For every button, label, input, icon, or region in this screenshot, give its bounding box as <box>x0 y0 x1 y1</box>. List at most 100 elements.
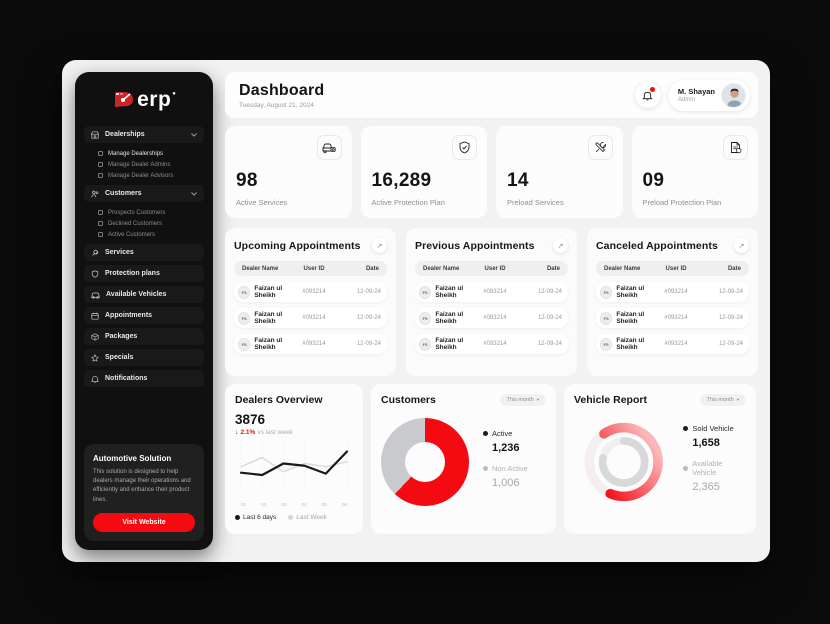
table-row[interactable]: FS Faizan ul Sheikh #093214 12-09-24 <box>234 282 387 302</box>
notification-badge <box>649 87 655 92</box>
stat-cards: 98 Active Services 16,289 Active Protect… <box>225 126 758 218</box>
specials-icon <box>91 353 99 362</box>
app-window: erp ● Dealerships Manage Dealerships Man… <box>62 60 770 562</box>
customers-legend: Active 1,236 Non Active 1,006 <box>483 429 528 496</box>
submenu-icon <box>98 151 103 156</box>
sidebar-item-label: Available Vehicles <box>106 291 167 298</box>
stat-value: 09 <box>642 170 665 191</box>
protection-plans-icon <box>91 269 99 278</box>
vehicle-filter-dropdown[interactable]: This month ▾ <box>699 394 746 406</box>
table-row[interactable]: FS Faizan ul Sheikh #093214 12-09-24 <box>596 282 749 302</box>
visit-website-button[interactable]: Visit Website <box>93 513 195 532</box>
document-shield-icon <box>731 142 742 154</box>
sidebar-subitem-manage-dealerships[interactable]: Manage Dealerships <box>98 148 204 159</box>
table-row[interactable]: FS Faizan ul Sheikh #093214 12-09-24 <box>596 334 749 354</box>
row-avatar: FS <box>419 337 432 351</box>
dealers-total: 3876 <box>235 412 266 427</box>
previous-appointments-panel: Previous Appointments ↗ Dealer Name User… <box>406 228 577 376</box>
dealers-overview-panel: Dealers Overview 3876 ↓ 2.1% vs last wee… <box>225 384 363 534</box>
user-role: Admin <box>677 97 695 103</box>
sidebar-item-services[interactable]: Services <box>84 244 204 261</box>
packages-icon <box>91 332 99 341</box>
notification-bell-button[interactable] <box>634 82 661 108</box>
sidebar-item-dealerships[interactable]: Dealerships <box>84 126 204 143</box>
table-row[interactable]: FS Faizan ul Sheikh #093214 12-09-24 <box>415 282 568 302</box>
sidebar-item-label: Customers <box>105 190 142 197</box>
panel-title: Dealers Overview <box>235 394 323 406</box>
shield-check-icon <box>459 141 470 154</box>
stat-card-active-services: 98 Active Services <box>225 126 352 218</box>
charts-row: Dealers Overview 3876 ↓ 2.1% vs last wee… <box>225 384 758 534</box>
sidebar-subitem-prospects-customers[interactable]: Prospects Customers <box>98 207 204 218</box>
customers-panel: Customers This month ▾ Active 1,236 Non … <box>371 384 556 534</box>
user-menu[interactable]: M. Shayan Admin <box>667 79 750 111</box>
open-panel-button[interactable]: ↗ <box>553 238 568 253</box>
sidebar-item-label: Notifications <box>105 375 148 382</box>
sidebar-item-appointments[interactable]: Appointments <box>84 307 204 324</box>
stat-value: 16,289 <box>371 170 432 191</box>
sidebar-item-label: Protection plans <box>105 270 160 277</box>
promo-body: This solution is designed to help dealer… <box>93 468 191 503</box>
main-content: Dashboard Tuesday, August 21, 2024 M. Sh… <box>225 72 758 550</box>
tools-icon <box>595 142 606 153</box>
customers-filter-dropdown[interactable]: This month ▾ <box>499 394 546 406</box>
legend-dot <box>683 465 689 471</box>
legend-dot <box>288 515 294 520</box>
submenu-icon <box>98 210 103 215</box>
customers-submenu: Prospects Customers Declined Customers A… <box>84 206 204 244</box>
row-avatar: FS <box>600 311 613 325</box>
customers-icon <box>91 190 99 197</box>
sidebar-subitem-manage-dealer-advisors[interactable]: Manage Dealer Advisors <box>98 170 204 181</box>
services-icon <box>92 249 99 256</box>
table-header: Dealer Name User ID Date <box>415 261 568 276</box>
sidebar-item-available-vehicles[interactable]: Available Vehicles <box>84 286 204 303</box>
vehicle-legend: Sold Vehicle 1,658 Available Vehicle 2,3… <box>683 424 746 500</box>
row-avatar: FS <box>419 311 432 325</box>
open-panel-button[interactable]: ↗ <box>372 238 387 253</box>
user-name: M. Shayan <box>677 87 715 96</box>
table-row[interactable]: FS Faizan ul Sheikh #093214 12-09-24 <box>234 308 387 328</box>
promo-title: Automotive Solution <box>93 453 172 463</box>
vehicles-icon <box>91 292 100 299</box>
x-axis-labels: 01 02 03 04 05 06 <box>241 502 347 507</box>
submenu-icon <box>98 221 103 226</box>
sidebar-item-label: Services <box>105 249 134 256</box>
page-date: Tuesday, August 21, 2024 <box>239 101 314 109</box>
page-header: Dashboard Tuesday, August 21, 2024 M. Sh… <box>225 72 758 118</box>
line-chart-legend: Last 6 days Last Week <box>235 514 353 521</box>
row-avatar: FS <box>238 337 251 351</box>
canceled-appointments-panel: Canceled Appointments ↗ Dealer Name User… <box>587 228 758 376</box>
table-row[interactable]: FS Faizan ul Sheikh #093214 12-09-24 <box>415 334 568 354</box>
logo-trademark: ● <box>172 91 176 97</box>
active-count: 1,236 <box>492 441 520 454</box>
table-row[interactable]: FS Faizan ul Sheikh #093214 12-09-24 <box>415 308 568 328</box>
sidebar-item-protection-plans[interactable]: Protection plans <box>84 265 204 282</box>
stat-value: 14 <box>507 170 529 191</box>
table-header: Dealer Name User ID Date <box>596 261 749 276</box>
stat-label: Active Services <box>236 198 288 207</box>
sidebar-item-notifications[interactable]: Notifications <box>84 370 204 387</box>
sidebar-subitem-manage-dealer-admins[interactable]: Manage Dealer Admins <box>98 159 204 170</box>
sidebar-item-packages[interactable]: Packages <box>84 328 204 345</box>
non-active-count: 1,006 <box>492 476 520 489</box>
sidebar-item-specials[interactable]: Specials <box>84 349 204 366</box>
sidebar-item-customers[interactable]: Customers <box>84 185 204 202</box>
vehicle-radial-chart <box>584 422 663 502</box>
sidebar-subitem-active-customers[interactable]: Active Customers <box>98 229 204 240</box>
sidebar-item-label: Packages <box>105 333 138 340</box>
table-row[interactable]: FS Faizan ul Sheikh #093214 12-09-24 <box>596 308 749 328</box>
promo-card: Automotive Solution This solution is des… <box>84 443 204 541</box>
external-link-icon: ↗ <box>557 242 564 250</box>
table-row[interactable]: FS Faizan ul Sheikh #093214 12-09-24 <box>234 334 387 354</box>
dealers-line-chart <box>239 442 349 494</box>
bell-icon <box>642 91 654 100</box>
dealerships-submenu: Manage Dealerships Manage Dealer Admins … <box>84 147 204 185</box>
panel-title: Upcoming Appointments <box>234 239 361 252</box>
sidebar-subitem-declined-customers[interactable]: Declined Customers <box>98 218 204 229</box>
open-panel-button[interactable]: ↗ <box>734 238 749 253</box>
stat-card-active-protection-plan: 16,289 Active Protection Plan <box>360 126 487 218</box>
customers-donut-chart <box>381 418 469 506</box>
notifications-icon <box>91 375 99 383</box>
external-link-icon: ↗ <box>376 242 383 250</box>
appointments-icon <box>91 312 99 320</box>
